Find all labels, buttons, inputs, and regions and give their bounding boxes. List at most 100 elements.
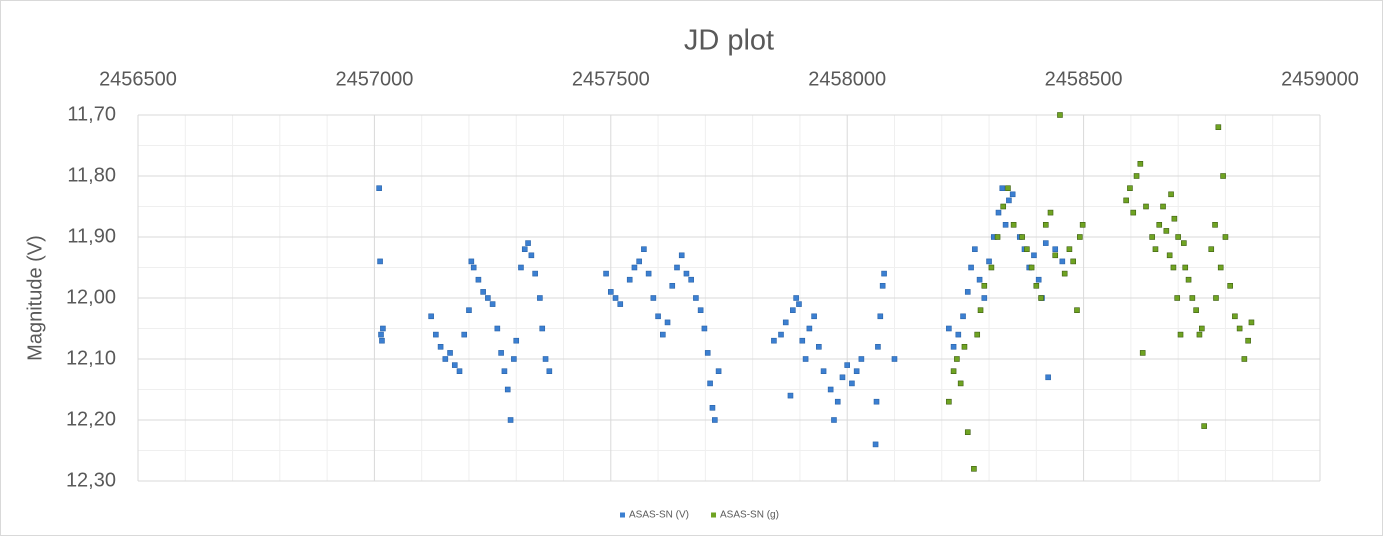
data-point [968, 264, 974, 271]
data-point [466, 307, 472, 314]
data-point [802, 356, 809, 362]
data-point [504, 386, 511, 393]
data-point [701, 325, 708, 332]
data-point [470, 264, 477, 271]
data-point [782, 319, 789, 326]
data-point [650, 295, 657, 301]
data-point [811, 313, 817, 320]
data-point [977, 307, 984, 314]
data-point [442, 356, 449, 362]
data-point [704, 350, 711, 356]
legend-marker [620, 512, 625, 518]
data-point [617, 301, 624, 307]
data-point [1170, 264, 1177, 271]
series [376, 185, 1066, 448]
data-point [995, 209, 1002, 216]
data-point [1241, 356, 1248, 362]
data-point [1215, 124, 1222, 130]
data-point [678, 252, 685, 259]
data-point [1123, 197, 1129, 204]
data-point [498, 350, 504, 356]
data-point [1019, 234, 1025, 240]
data-point [379, 337, 385, 344]
data-point [1208, 246, 1215, 252]
data-point [480, 289, 486, 295]
data-point [626, 276, 633, 283]
data-point [971, 465, 977, 472]
data-point [1074, 307, 1080, 314]
data-point [546, 368, 553, 375]
data-point [660, 331, 666, 338]
data-point [1033, 282, 1040, 289]
data-point [960, 313, 966, 320]
y-tick-label: 12,10 [66, 347, 116, 369]
data-point [1070, 258, 1076, 265]
data-point [507, 417, 514, 423]
data-point [879, 282, 886, 289]
data-point [712, 417, 718, 423]
data-point [607, 289, 614, 295]
data-point [1077, 234, 1083, 240]
data-point [518, 264, 524, 271]
data-point [1199, 325, 1205, 332]
data-point [844, 362, 851, 368]
data-point [1042, 222, 1049, 228]
data-point [428, 313, 434, 320]
data-point [1227, 282, 1233, 289]
data-point [437, 343, 444, 350]
data-point [1139, 350, 1146, 356]
data-point [858, 356, 865, 362]
data-point [1175, 234, 1181, 240]
data-point [1149, 234, 1155, 240]
data-point [537, 295, 543, 301]
data-point [1189, 295, 1196, 301]
x-tick-label: 2458500 [1045, 68, 1123, 90]
data-point [1232, 313, 1238, 320]
data-point [1156, 222, 1163, 228]
data-point [891, 356, 898, 362]
data-point [715, 368, 722, 375]
data-point [1177, 331, 1184, 338]
y-axis-label: Magnitude (V) [24, 235, 46, 361]
data-point [521, 246, 528, 252]
data-point [1160, 203, 1166, 210]
data-point [456, 368, 463, 375]
data-point [799, 337, 806, 344]
data-point [972, 246, 978, 252]
data-point [1045, 374, 1051, 381]
data-point [1143, 203, 1149, 210]
data-point [974, 331, 981, 338]
data-point [451, 362, 458, 368]
legend-label: ASAS-SN (V) [629, 510, 689, 521]
data-point [1127, 185, 1133, 191]
data-point [986, 258, 992, 265]
data-point [468, 258, 475, 265]
data-point [875, 343, 881, 350]
data-point [674, 264, 680, 271]
data-point [501, 368, 508, 375]
data-point [1000, 203, 1007, 210]
data-point [964, 289, 971, 295]
data-point [954, 356, 960, 362]
data-point [433, 331, 439, 338]
data-point [511, 356, 517, 362]
x-tick-label: 2458000 [808, 68, 886, 90]
data-point [1057, 112, 1063, 118]
data-point [988, 264, 995, 271]
data-point [1035, 276, 1042, 283]
data-point [539, 325, 546, 332]
data-point [1061, 270, 1068, 277]
legend-label: ASAS-SN (g) [720, 510, 779, 521]
data-point [542, 356, 549, 362]
data-point [839, 374, 846, 381]
data-point [1212, 222, 1218, 228]
data-point [485, 295, 491, 301]
data-point [1152, 246, 1159, 252]
data-point [1185, 276, 1192, 283]
data-point [1059, 258, 1066, 265]
data-point [378, 331, 384, 338]
data-point [1181, 240, 1187, 246]
data-point [853, 368, 860, 375]
data-point [946, 398, 952, 405]
data-point [1079, 222, 1086, 228]
